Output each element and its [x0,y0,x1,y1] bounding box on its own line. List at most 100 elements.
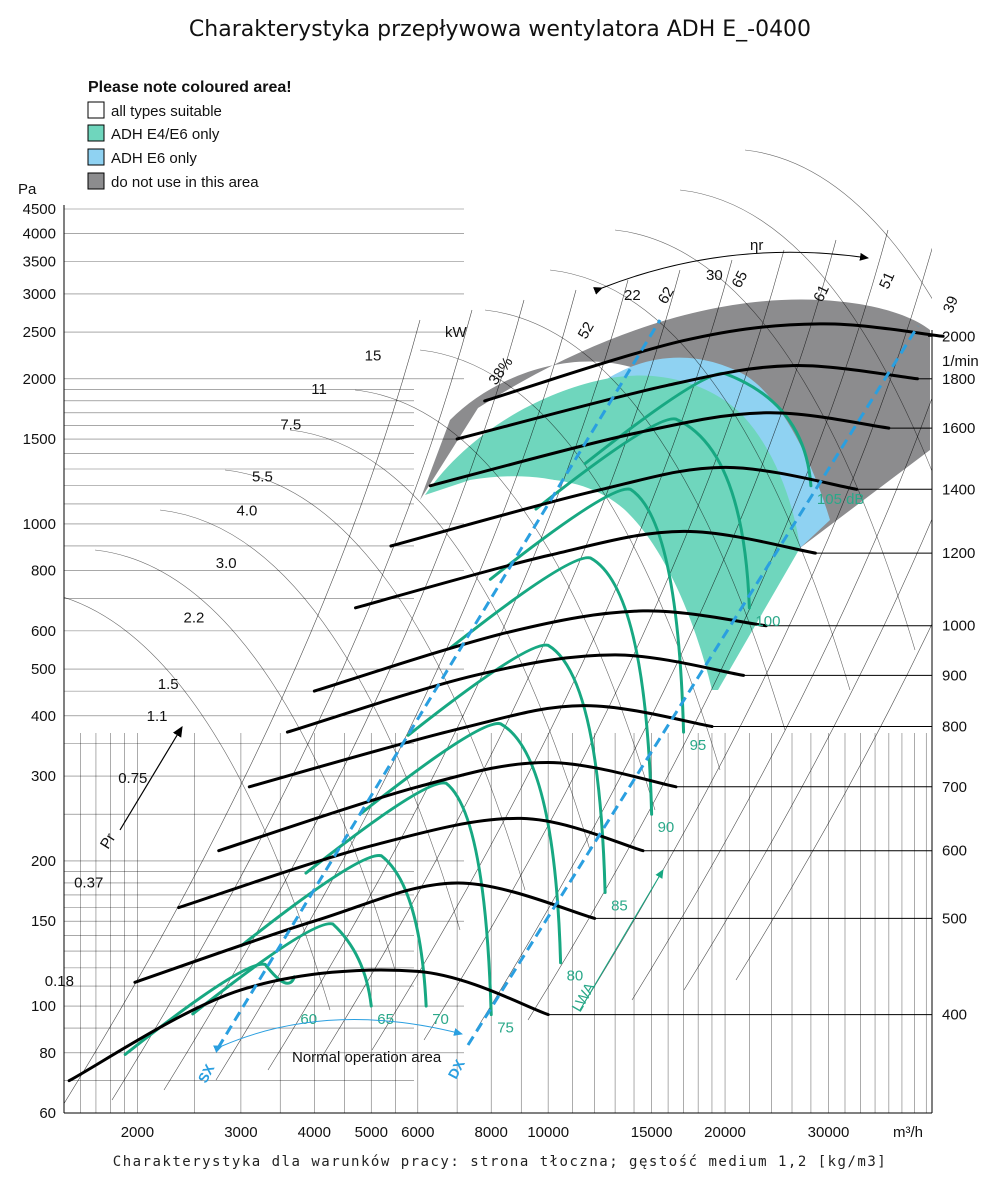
y-tick-label: 800 [31,563,56,580]
efficiency-label-39: 39 [940,294,962,316]
speed-label: 700 [942,779,967,796]
power-label: 11 [311,381,327,398]
power-label: 5.5 [252,468,273,485]
power-label: 2.2 [184,609,205,626]
power-label: 3.0 [216,555,237,572]
x-tick-label: 3000 [224,1124,257,1141]
sx-label: SX [195,1061,218,1086]
speed-label: 1400 [942,481,975,498]
area-all-types-white [470,478,712,720]
legend-label-e4e6: ADH E4/E6 only [111,126,220,143]
speed-label: 900 [942,667,967,684]
power-label: 0.75 [118,770,147,787]
power-label: 15 [365,348,382,365]
dx-line [466,325,920,1046]
lwa-arrow [579,869,664,1011]
speed-label: 1000 [942,618,975,635]
legend-swatch-all-types [87,101,105,119]
dx-label: DX [445,1056,469,1081]
efficiency-label-52: 52 [575,319,598,342]
y-tick-label: 3000 [23,286,56,303]
efficiency-label-61: 61 [810,282,833,304]
y-tick-label: 500 [31,661,56,678]
y-tick-label: 4000 [23,226,56,243]
y-tick-label: 300 [31,768,56,785]
x-tick-label: 5000 [355,1124,388,1141]
y-tick-label: 3500 [23,254,56,271]
efficiency-web [64,149,932,1105]
speed-curve [217,760,678,853]
area-e4e6-only [425,375,800,690]
power-label: 0.37 [74,875,103,892]
noise-label: 105 dB [817,491,865,508]
speed-curve [354,529,817,610]
noise-curve [406,643,607,894]
efficiency-arrow [593,251,869,295]
legend-swatch-e4e6 [87,124,105,142]
speed-label: 1200 [942,545,975,562]
y-tick-label: 2500 [23,324,56,341]
legend-label-do-not-use: do not use in this area [111,174,259,191]
noise-curve [359,722,563,965]
noise-label: 75 [497,1020,514,1037]
sx-line [216,319,662,1049]
usage-areas [420,299,930,720]
noise-curve [448,556,654,816]
speed-curve [312,609,768,693]
speed-label: 500 [942,910,967,927]
legend-swatch-do-not-use [87,172,105,190]
y-tick-label: 150 [31,913,56,930]
power-label: 1.1 [147,708,168,725]
speed-curve [247,704,714,789]
power-label: 7.5 [280,417,301,434]
y-axis-unit: Pa [18,181,37,198]
legend-label-e6: ADH E6 only [111,150,197,167]
speed-label: 600 [942,843,967,860]
power-unit-label: kW [445,324,468,341]
speed-curve [67,968,550,1083]
y-tick-label: 600 [31,623,56,640]
speed-curve [428,411,891,488]
legend-swatch-e6 [87,148,105,166]
y-tick-label: 80 [39,1045,56,1062]
noise-label: 90 [658,819,675,836]
noise-curve [488,487,686,734]
y-tick-label: 2000 [23,371,56,388]
y-tick-label: 1000 [23,516,56,533]
y-tick-label: 400 [31,708,56,725]
x-tick-label: 2000 [121,1124,154,1141]
x-tick-label: 30000 [808,1124,850,1141]
pressure-axis-label: Pr [97,830,119,852]
power-label: 1.5 [158,676,179,693]
noise-label: 95 [690,737,707,754]
chart-labels: 60 65 70 75 80 85 90 95 100 105 dB 0.18 0.37 0.75 1.1… [45,319,920,1049]
noise-label: 85 [611,898,628,915]
noise-curve [304,781,493,1017]
noise-curve [239,854,428,1008]
x-tick-label: 4000 [298,1124,331,1141]
speed-label: 1600 [942,420,975,437]
pressure-arrow [119,725,183,831]
chart-title: Charakterystyka przepływowa wentylatora … [189,17,811,42]
noise-curves [123,371,813,1056]
noise-label: 70 [432,1011,449,1028]
efficiency-label-22: 22 [624,287,641,304]
chart-footer: Charakterystyka dla warunków pracy: stro… [113,1154,887,1170]
noise-curve [534,417,751,610]
speed-label: 2000 [942,328,975,345]
area-e6-only [560,357,830,548]
grid: 60 80 100 150 200 300 400 500 600 800 1000 1500 2000… [23,201,933,1141]
x-tick-label: 10000 [527,1124,569,1141]
y-tick-label: 100 [31,998,56,1015]
x-tick-label: 8000 [475,1124,508,1141]
efficiency-symbol: ηr [750,237,763,254]
y-tick-label: 1500 [23,431,56,448]
speed-unit-label: 1/min [942,353,979,370]
power-label: 4.0 [237,503,258,520]
efficiency-label-65: 65 [729,268,752,291]
fan-speed-curves: 400 500 600 700 800 900 1000 1200 1400 1600 1800 20… [67,322,975,1083]
y-tick-label: 4500 [23,201,56,218]
noise-label: 80 [567,968,584,985]
speed-curve [455,364,919,441]
efficiency-label-51: 51 [876,269,898,291]
